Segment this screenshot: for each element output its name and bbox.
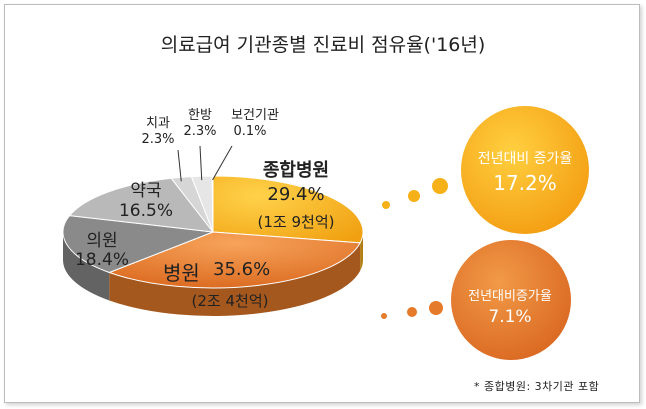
- chart-title: 의료급여 기관종별 진료비 점유율('16년): [160, 34, 486, 56]
- slice-label-general-hospital-value: 29.4%: [267, 184, 325, 205]
- slice-label-dental-value: 2.3%: [141, 132, 175, 147]
- slice-label-pharmacy-name: 약국: [130, 181, 162, 201]
- footnote: * 종합병원: 3차기관 포함: [474, 380, 600, 393]
- bubble-1-dot-0: [382, 201, 390, 209]
- bubble-2-dot-2: [429, 301, 443, 315]
- slice-label-dental-name: 치과: [146, 116, 170, 131]
- slice-label-hospital-name: 병원: [163, 261, 200, 285]
- slice-label-general-hospital-note: (1조 9천억): [257, 213, 335, 231]
- pie-slice-0: [212, 175, 364, 244]
- pie-slice-1: [107, 231, 361, 289]
- slice-label-clinic-name: 의원: [86, 231, 118, 251]
- bubble-2-dot-1: [407, 307, 417, 317]
- slice-label-pharmacy-value: 16.5%: [118, 201, 173, 221]
- slice-label-oriental-name: 한방: [188, 108, 212, 123]
- bubble-1: [461, 106, 589, 234]
- bubble-1-dot-1: [408, 190, 420, 202]
- pie-side-2: [63, 232, 110, 301]
- slice-label-public-health-name: 보건기관: [231, 108, 279, 123]
- leader-line-4: [177, 149, 182, 182]
- bubble-2-dot-0: [381, 313, 387, 319]
- slice-label-general-hospital-name: 종합병원: [262, 160, 330, 181]
- bubble-1-value: 17.2%: [493, 171, 557, 195]
- bubble-2: [451, 240, 571, 360]
- slice-label-public-health-value: 0.1%: [233, 124, 267, 139]
- pie-slice-2: [62, 215, 214, 274]
- slice-label-oriental-value: 2.3%: [183, 124, 217, 139]
- slice-label-clinic-value: 18.4%: [74, 250, 129, 270]
- bubble-2-label: 전년대비증가율: [468, 289, 552, 304]
- slice-label-hospital-note: (2조 4천억): [191, 292, 269, 310]
- leader-line-5: [199, 145, 203, 181]
- pie-side-1: [109, 242, 361, 317]
- bubble-1-label: 전년대비 증가율: [477, 151, 573, 167]
- pie-slice-6: [211, 175, 214, 233]
- bubble-1-dot-2: [432, 178, 448, 194]
- pie-slice-3: [68, 177, 215, 233]
- slice-label-hospital-value: 35.6%: [213, 259, 271, 280]
- leader-line-6: [212, 145, 233, 181]
- bubble-2-value: 7.1%: [488, 307, 532, 327]
